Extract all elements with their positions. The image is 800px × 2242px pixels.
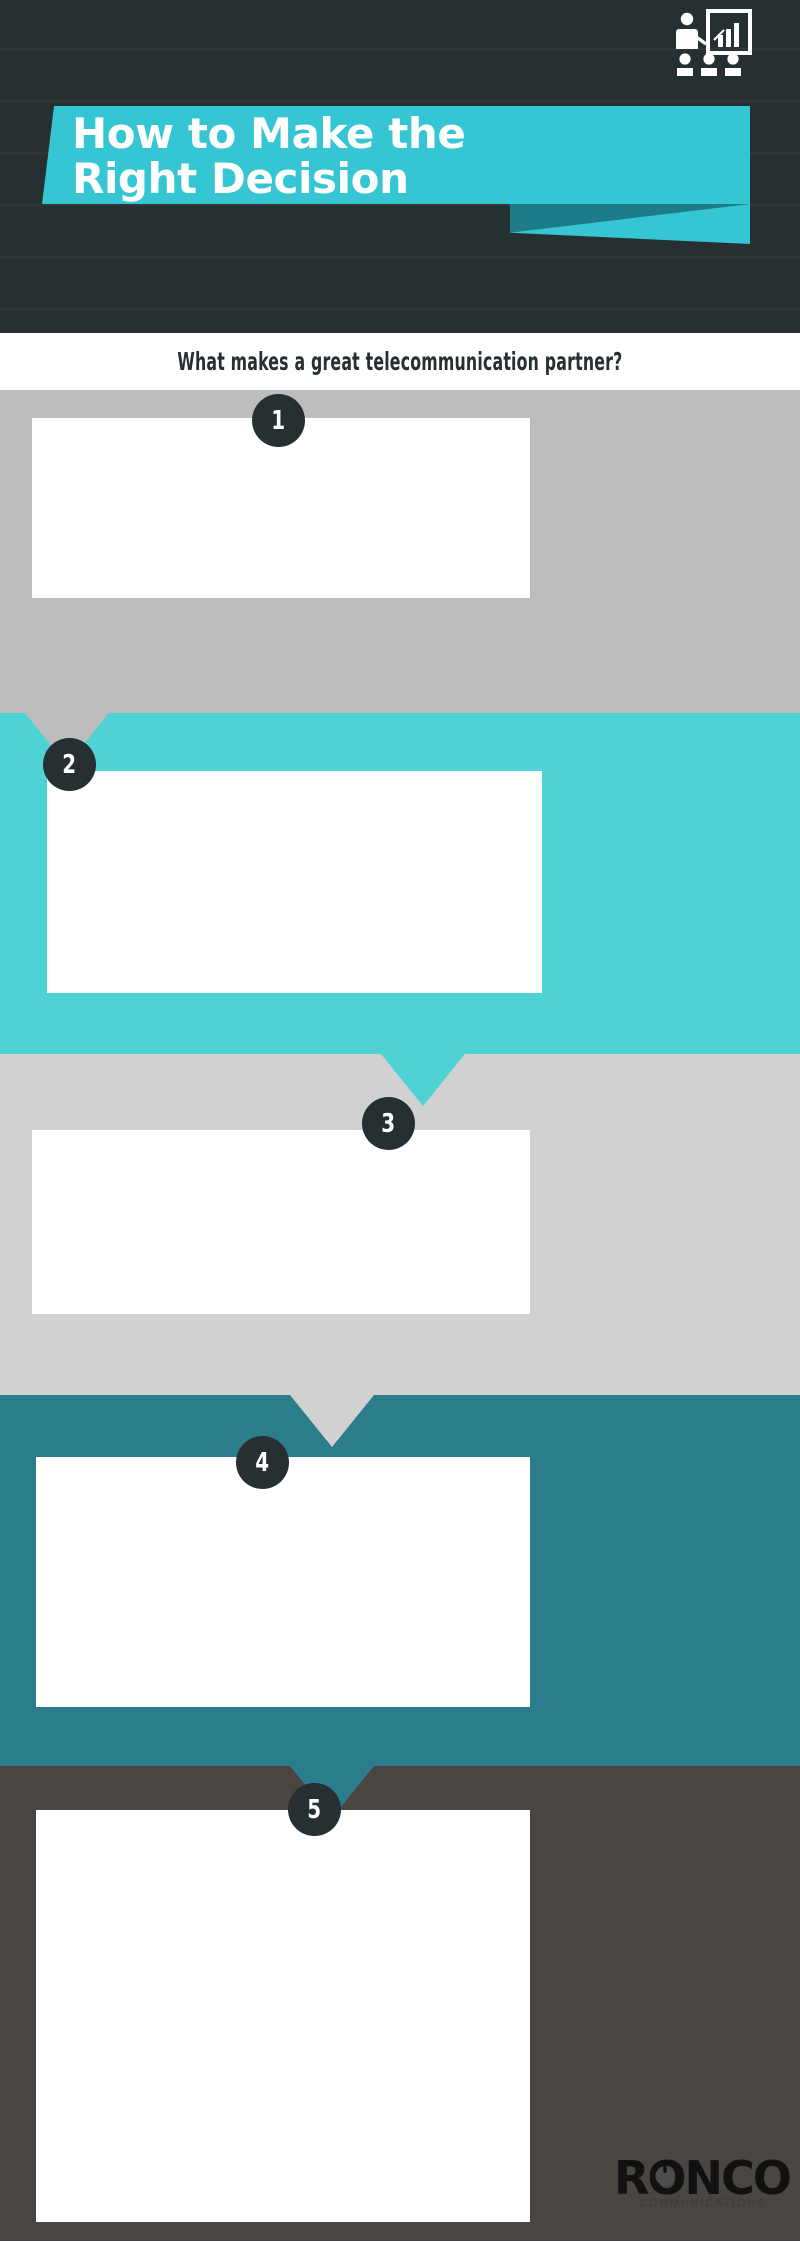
- section-3-card: [32, 1130, 530, 1314]
- section-3-number: 3: [381, 1108, 396, 1139]
- header: How to Make the Right Decision: [0, 0, 800, 333]
- ribbon-banner: [42, 106, 750, 204]
- section-1-card: [32, 418, 530, 598]
- section-1-badge: 1: [252, 394, 305, 447]
- section-5-number: 5: [307, 1794, 322, 1825]
- section-4-number: 4: [255, 1447, 270, 1478]
- section-4-badge: 4: [236, 1436, 289, 1489]
- page-title-line2: Right Decision: [72, 153, 409, 203]
- section-5-band: 5 Complementary Technology Partners matt…: [0, 1766, 800, 2241]
- section-2-number: 2: [62, 749, 77, 780]
- section-2-band: 2 Credible Experience: [0, 713, 800, 1054]
- section-2-card: [47, 771, 542, 993]
- section-4-card: [36, 1457, 530, 1707]
- section-1-band: 1 Reliability Can you count on their ser…: [0, 390, 800, 713]
- section-2-badge: 2: [43, 738, 96, 791]
- ronco-logo: RONCO COMMUNICATIONS: [614, 2151, 792, 2215]
- section-5-card: [36, 1810, 530, 2222]
- power-button-icon: [655, 2161, 675, 2186]
- section-3-band: 3 Customer Satisfaction Scores These sco…: [0, 1054, 800, 1395]
- logo-wordmark: RONCO: [614, 2151, 792, 2205]
- section-1-number: 1: [271, 405, 286, 436]
- logo-tagline: COMMUNICATIONS: [639, 2197, 766, 2209]
- subtitle-band: What makes a great telecommunication par…: [0, 333, 800, 390]
- section-3-badge: 3: [362, 1097, 415, 1150]
- subtitle-text: What makes a great telecommunication par…: [177, 347, 623, 376]
- presentation-audience-icon: [676, 9, 752, 76]
- section-3-to-4-pointer: [290, 1395, 374, 1447]
- section-4-band: 4 Team Structure A strong team will need…: [0, 1395, 800, 1766]
- page-title: How to Make the Right Decision: [72, 109, 712, 203]
- section-5-badge: 5: [288, 1783, 341, 1836]
- page-title-line1: How to Make the: [72, 109, 466, 158]
